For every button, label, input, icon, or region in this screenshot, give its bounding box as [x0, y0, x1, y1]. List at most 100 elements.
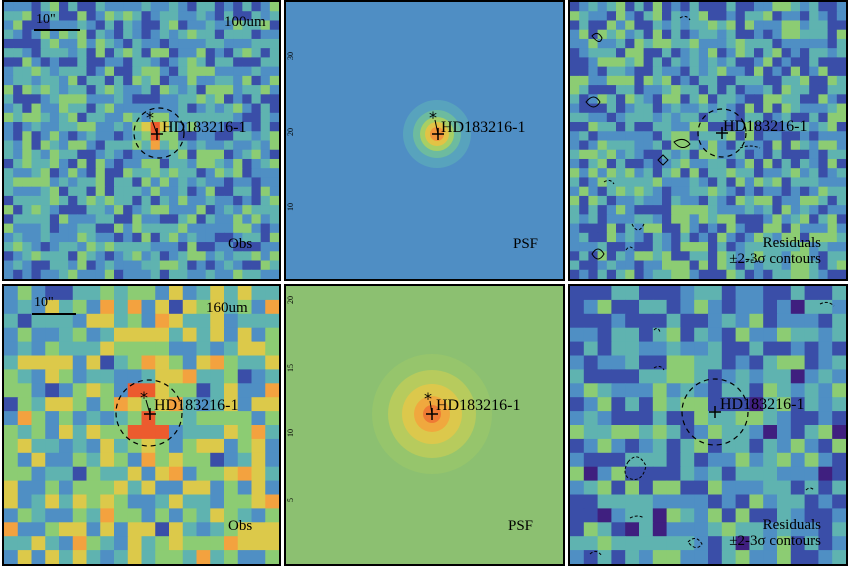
image-pixel	[809, 38, 819, 49]
image-pixel	[694, 327, 709, 343]
image-pixel	[662, 48, 672, 58]
image-pixel	[114, 232, 124, 243]
image-pixel	[169, 494, 184, 509]
image-pixel	[95, 94, 106, 105]
image-pixel	[251, 29, 262, 40]
image-pixel	[155, 425, 170, 440]
image-pixel	[169, 369, 184, 384]
image-pixel	[579, 29, 589, 40]
image-pixel	[13, 232, 23, 243]
image-pixel	[579, 131, 589, 142]
image-pixel	[251, 20, 262, 31]
image-pixel	[790, 168, 801, 179]
image-pixel	[49, 186, 60, 197]
image-pixel	[680, 313, 695, 329]
image-pixel	[72, 452, 88, 468]
image-pixel	[800, 158, 810, 169]
image-pixel	[196, 313, 211, 329]
image-pixel	[818, 131, 829, 142]
image-pixel	[269, 140, 279, 151]
image-pixel	[95, 2, 106, 12]
image-pixel	[22, 140, 33, 151]
image-pixel	[804, 313, 819, 329]
image-pixel	[210, 522, 225, 537]
image-pixel	[159, 168, 170, 179]
image-pixel	[169, 186, 179, 197]
image-pixel	[77, 140, 88, 151]
image-pixel	[588, 2, 599, 12]
image-pixel	[86, 38, 97, 49]
image-pixel	[210, 355, 225, 370]
image-pixel	[132, 186, 143, 197]
image-pixel	[59, 383, 74, 398]
image-pixel	[652, 122, 663, 132]
image-pixel	[114, 112, 124, 123]
psf-100um-overlay: *	[429, 108, 444, 140]
image-pixel	[95, 269, 106, 279]
image-pixel	[652, 425, 668, 440]
image-pixel	[233, 149, 243, 160]
image-pixel	[827, 2, 838, 12]
image-pixel	[800, 57, 810, 68]
image-pixel	[205, 168, 216, 179]
image-pixel	[832, 411, 846, 426]
image-pixel	[597, 355, 612, 370]
image-pixel	[744, 11, 755, 22]
target-label: HD183216-1	[436, 397, 521, 414]
image-pixel	[625, 195, 635, 206]
image-pixel	[196, 466, 211, 482]
image-pixel	[114, 466, 129, 482]
image-pixel	[104, 260, 115, 271]
image-pixel	[77, 85, 88, 95]
image-pixel	[611, 299, 626, 315]
image-pixel	[809, 205, 819, 215]
image-pixel	[634, 11, 645, 22]
image-pixel	[708, 536, 723, 551]
image-pixel	[49, 140, 60, 151]
image-pixel	[95, 29, 106, 40]
image-pixel	[205, 149, 216, 160]
image-pixel	[114, 383, 129, 398]
image-pixel	[45, 299, 60, 315]
image-pixel	[178, 186, 188, 197]
image-pixel	[625, 383, 640, 398]
image-pixel	[100, 383, 115, 398]
image-pixel	[666, 411, 681, 426]
image-pixel	[836, 168, 846, 179]
image-pixel	[827, 232, 838, 243]
image-pixel	[95, 140, 106, 151]
image-pixel	[269, 11, 279, 22]
image-pixel	[224, 177, 234, 188]
image-pixel	[114, 508, 129, 523]
image-pixel	[77, 168, 88, 179]
image-pixel	[827, 103, 838, 114]
image-pixel	[150, 57, 161, 68]
image-pixel	[579, 186, 589, 197]
image-pixel	[708, 57, 718, 68]
image-pixel	[95, 122, 106, 132]
image-pixel	[735, 122, 746, 132]
image-pixel	[781, 122, 792, 132]
image-pixel	[260, 112, 271, 123]
image-pixel	[196, 355, 211, 370]
image-pixel	[86, 149, 97, 160]
image-pixel	[269, 29, 279, 40]
image-pixel	[744, 177, 755, 188]
image-pixel	[726, 122, 737, 132]
image-pixel	[763, 313, 778, 329]
image-pixel	[196, 66, 207, 77]
image-pixel	[59, 550, 74, 564]
image-pixel	[570, 260, 580, 271]
image-pixel	[141, 327, 156, 343]
image-pixel	[827, 66, 838, 77]
image-pixel	[597, 260, 608, 271]
image-pixel	[809, 168, 819, 179]
image-pixel	[836, 232, 846, 243]
image-pixel	[772, 29, 783, 40]
image-pixel	[265, 550, 279, 564]
image-pixel	[832, 383, 846, 398]
image-pixel	[772, 242, 783, 252]
image-pixel	[68, 223, 78, 234]
image-pixel	[265, 313, 279, 329]
image-pixel	[169, 149, 179, 160]
